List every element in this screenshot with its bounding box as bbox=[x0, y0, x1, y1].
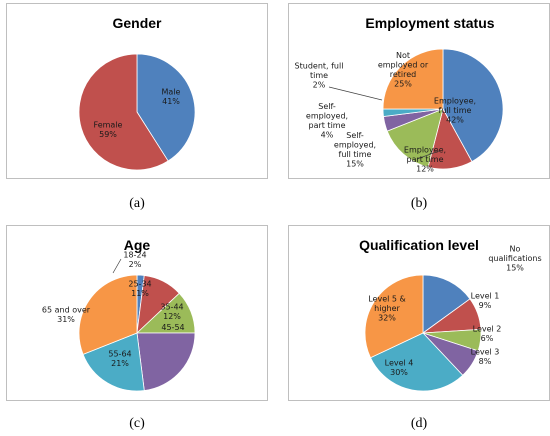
slice-label-level-5: Level 5 & higher 32% bbox=[368, 295, 406, 323]
pie-slice-level-4 bbox=[369, 332, 464, 392]
slice-label-line: retired bbox=[390, 70, 417, 79]
slice-label-line: Level 2 bbox=[473, 324, 502, 333]
caption-b: (b) bbox=[410, 196, 428, 211]
slice-label-line: Level 3 bbox=[471, 347, 500, 356]
qualification-chart-panel: Qualification level No qualifications 15% L… bbox=[288, 225, 550, 401]
slice-label-level-2: Level 2 6% bbox=[473, 324, 502, 343]
slice-label-employee: Employee, full time 42% bbox=[434, 97, 476, 125]
slice-label-line: higher bbox=[374, 304, 400, 313]
slice-label-line: 9% bbox=[479, 301, 492, 310]
slice-label-55-64: 55-64 21% bbox=[108, 349, 131, 368]
slice-label-line: 8% bbox=[479, 357, 492, 366]
slice-label-line: 2% bbox=[313, 81, 326, 90]
gender-chart-panel: Gender Male 41% Female 59% bbox=[6, 3, 268, 179]
age-chart-title: Age bbox=[124, 237, 151, 253]
pie-slice-55-64 bbox=[82, 332, 145, 392]
pie-slice-self bbox=[386, 108, 444, 168]
gender-chart-title: Gender bbox=[112, 15, 162, 31]
slice-label-self: Self-employed, part time 4% bbox=[306, 102, 348, 140]
slice-label-line: 25-34 bbox=[128, 279, 151, 288]
slice-label-line: Male bbox=[162, 87, 181, 96]
slice-label-line: qualifications bbox=[488, 254, 541, 263]
slice-label-line: 32% bbox=[378, 314, 396, 323]
age-pie-chart: Age 18-24 2% 25-34 11% 35-44 12% 45-54 55-64 21%… bbox=[42, 237, 196, 392]
slice-label-line: 31% bbox=[57, 315, 75, 324]
slice-label-line: employed, bbox=[334, 140, 376, 149]
pie-slice-level-5 bbox=[364, 274, 424, 359]
slice-label-line: Employee, bbox=[434, 97, 476, 106]
slice-label-line: full time bbox=[339, 150, 372, 159]
slice-label-line: employed or bbox=[378, 60, 429, 69]
slice-label-line: 25% bbox=[394, 79, 412, 88]
slice-label-line: time bbox=[310, 71, 328, 80]
slice-label-line: 2% bbox=[129, 260, 142, 269]
age-chart-panel: Age 18-24 2% 25-34 11% 35-44 12% 45-54 55-64 21%… bbox=[6, 225, 268, 401]
pie-slice-45-54 bbox=[136, 332, 196, 391]
slice-label-student-full: Student, full time 2% bbox=[295, 62, 344, 90]
slice-label-line: part time bbox=[308, 121, 345, 130]
caption-c: (c) bbox=[129, 416, 145, 431]
slice-label-line: Student, full bbox=[295, 62, 344, 71]
slice-label-level-1: Level 1 9% bbox=[471, 291, 500, 310]
slice-label-line: full time bbox=[439, 106, 472, 115]
slice-label-65-and-over: 65 and over 31% bbox=[42, 305, 91, 324]
slice-label-45-54: 45-54 bbox=[161, 323, 184, 332]
pie-slice-employee bbox=[442, 48, 504, 163]
slice-label-line: 65 and over bbox=[42, 305, 91, 314]
leader-line-student-full bbox=[328, 86, 383, 101]
slice-label-line: 41% bbox=[162, 97, 180, 106]
slice-label-line: part time bbox=[406, 155, 443, 164]
slice-label-line: 55-64 bbox=[108, 349, 131, 358]
caption-d: (d) bbox=[410, 416, 428, 431]
slice-label-line: Level 1 bbox=[471, 291, 500, 300]
slice-label-level-4: Level 4 30% bbox=[385, 358, 414, 377]
slice-label-not: Not employed or retired 25% bbox=[378, 51, 429, 89]
slice-label-line: Level 4 bbox=[385, 358, 414, 367]
slice-label-line: 42% bbox=[446, 116, 464, 125]
slice-label-18-24: 18-24 2% bbox=[123, 250, 146, 268]
slice-label-line: Level 5 & bbox=[368, 295, 406, 304]
employment-chart-title: Employment status bbox=[365, 15, 494, 31]
slice-label-employee: Employee, part time 12% bbox=[404, 146, 446, 174]
slice-label-line: 12% bbox=[163, 312, 181, 321]
slice-label-line: 59% bbox=[99, 130, 117, 139]
slice-label-line: 12% bbox=[416, 165, 434, 174]
slice-label-male: Male 41% bbox=[162, 87, 181, 106]
slice-label-line: employed, bbox=[306, 111, 348, 120]
slice-label-female: Female 59% bbox=[94, 120, 123, 139]
pie-slice-female bbox=[78, 53, 169, 171]
slice-label-line: 35-44 bbox=[160, 302, 183, 311]
slice-label-line: 21% bbox=[111, 359, 129, 368]
leader-line-employee bbox=[416, 150, 440, 160]
caption-a: (a) bbox=[129, 196, 145, 211]
slice-label-line: No bbox=[510, 245, 521, 254]
slice-label-35-44: 35-44 12% bbox=[160, 302, 183, 321]
slice-label-level-3: Level 3 8% bbox=[471, 347, 500, 366]
gender-pie-chart: Gender Male 41% Female 59% bbox=[78, 15, 196, 171]
slice-label-line: 18-24 bbox=[123, 250, 146, 259]
employment-pie-chart: Employment status Employee, full time 42%E… bbox=[295, 15, 504, 174]
slice-label-line: Self- bbox=[318, 102, 336, 111]
slice-label-line: 45-54 bbox=[161, 323, 184, 332]
slice-label-line: Self- bbox=[346, 131, 364, 140]
pie-slice-no bbox=[422, 274, 471, 334]
slice-label-line: 15% bbox=[506, 264, 524, 273]
pie-slice-not bbox=[382, 48, 444, 110]
employment-chart-panel: Employment status Employee, full time 42% E… bbox=[288, 3, 550, 179]
slice-label-line: 15% bbox=[346, 159, 364, 168]
slice-label-line: 6% bbox=[481, 334, 494, 343]
slice-label-line: Not bbox=[396, 51, 410, 60]
slice-label-line: Female bbox=[94, 120, 123, 129]
slice-label-line: 11% bbox=[131, 289, 149, 298]
slice-label-line: 4% bbox=[321, 130, 334, 139]
leader-line-18-24 bbox=[112, 258, 122, 274]
slice-label-line: 30% bbox=[390, 368, 408, 377]
pie-slice-65-and-over bbox=[78, 274, 138, 355]
slice-label-25-34: 25-34 11% bbox=[128, 279, 151, 298]
slice-label-line: Employee, bbox=[404, 146, 446, 155]
qualification-chart-title: Qualification level bbox=[359, 237, 479, 253]
slice-label-self: Self-employed, full time 15% bbox=[334, 131, 376, 169]
slice-label-no: No qualifications 15% bbox=[488, 245, 541, 273]
qualification-pie-chart: Qualification level No qualifications 15% L… bbox=[359, 237, 542, 392]
